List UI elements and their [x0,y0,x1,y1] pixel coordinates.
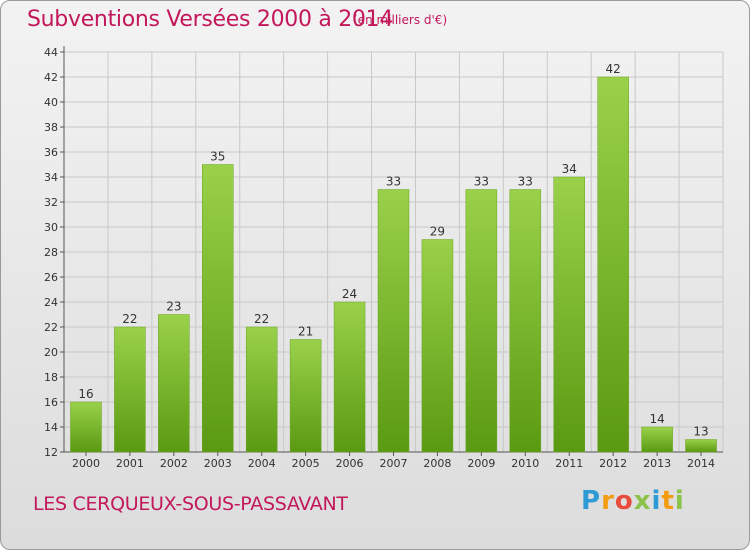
x-tick-label: 2014 [687,457,715,470]
y-tick-label: 28 [44,246,58,259]
y-tick-label: 44 [44,46,58,59]
bar [333,301,366,453]
data-label: 33 [386,175,401,189]
logo-letter: i [651,486,662,516]
data-label: 16 [78,387,93,401]
y-tick-label: 30 [44,221,58,234]
bar [641,426,673,453]
data-label: 29 [430,225,445,239]
data-label: 35 [210,150,225,164]
x-tick-label: 2012 [599,457,627,470]
proxiti-logo: Proxiti [581,486,685,516]
data-label: 34 [562,162,577,176]
logo-letter: x [633,486,652,516]
x-tick-label: 2006 [336,457,364,470]
x-tick-label: 2007 [380,457,408,470]
x-tick-label: 2005 [292,457,320,470]
bars [70,76,717,453]
logo-letter: r [601,486,615,516]
bar [597,76,629,453]
data-label: 33 [518,175,533,189]
y-tick-label: 42 [44,71,58,84]
data-label: 14 [649,412,664,426]
data-label: 22 [122,312,137,326]
y-tick-label: 12 [44,446,58,459]
data-label: 24 [342,287,357,301]
bar [158,314,190,453]
y-tick-labels: 12 14 16 18 20 22 24 26 28 30 32 34 36 38 40 42 44 [44,46,58,459]
bar [465,189,498,453]
x-tick-label: 2013 [643,457,671,470]
x-tick-label: 2008 [423,457,451,470]
y-tick-label: 36 [44,146,58,159]
bar [70,401,102,453]
bar [245,326,278,453]
y-tick-label: 16 [44,396,58,409]
x-tick-label: 2002 [160,457,188,470]
commune-name: LES CERQUEUX-SOUS-PASSAVANT [33,493,348,515]
y-tick-label: 34 [44,171,58,184]
bar [202,164,234,453]
data-label: 42 [606,62,621,76]
bar [377,189,410,453]
bar [114,326,146,453]
y-tick-label: 18 [44,371,58,384]
x-tick-label: 2010 [511,457,539,470]
bar [553,176,585,453]
y-tick-label: 14 [44,421,58,434]
logo-letter: i [674,486,685,516]
data-label: 13 [693,425,708,439]
y-tick-label: 24 [44,296,58,309]
data-label: 21 [298,325,313,339]
logo-letter: o [614,486,634,516]
data-label: 22 [254,312,269,326]
x-tick-label: 2003 [204,457,232,470]
logo-letter: P [581,486,602,516]
y-tick-label: 40 [44,96,58,109]
y-tick-label: 38 [44,121,58,134]
y-tick-label: 20 [44,346,58,359]
y-tick-label: 32 [44,196,58,209]
chart-title: Subventions Versées 2000 à 2014 [27,7,394,32]
data-labels: 16 22 23 35 22 21 24 33 29 33 33 34 42 14 13 [78,62,708,439]
x-tick-label: 2009 [467,457,495,470]
bar [289,339,322,453]
x-tick-label: 2000 [72,457,100,470]
x-tick-label: 2011 [555,457,583,470]
bar [685,439,717,453]
data-label: 33 [474,175,489,189]
bar [421,239,454,453]
y-tick-label: 26 [44,271,58,284]
chart-unit: (en milliers d'€) [353,13,448,27]
data-label: 23 [166,300,181,314]
y-tick-label: 22 [44,321,58,334]
bar [509,189,542,453]
x-tick-labels: 2000 2001 2002 2003 2004 2005 2006 2007 2008 2009… [72,457,715,470]
x-tick-label: 2001 [116,457,144,470]
x-tick-label: 2004 [248,457,276,470]
logo-letter: t [661,486,675,516]
